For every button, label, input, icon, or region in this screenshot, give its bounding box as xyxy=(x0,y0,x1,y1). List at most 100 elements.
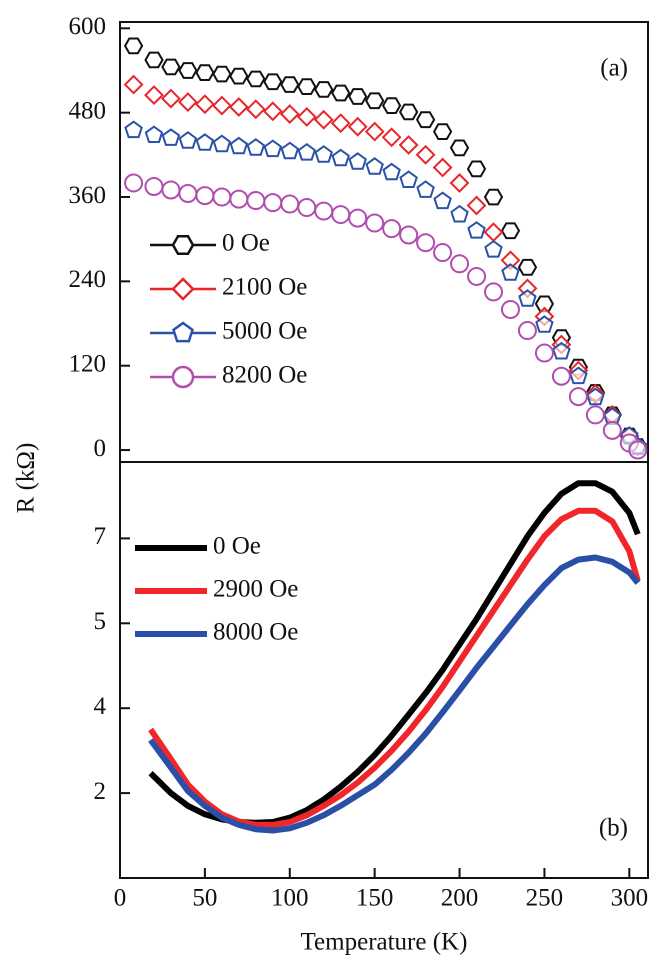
marker-point xyxy=(161,58,181,76)
marker-point xyxy=(178,131,198,149)
marker-point xyxy=(381,127,402,148)
marker-point xyxy=(398,103,419,121)
x-tick-label: 150 xyxy=(356,885,394,912)
marker-point xyxy=(161,180,181,200)
marker-point xyxy=(297,198,317,218)
legend-marker xyxy=(171,365,195,389)
marker-point xyxy=(484,239,503,258)
x-axis-label: Temperature (K) xyxy=(301,929,468,956)
marker-point xyxy=(212,65,232,83)
marker-point xyxy=(398,135,419,155)
marker-point xyxy=(365,157,384,175)
marker-point xyxy=(399,225,419,245)
y-tick-label: 240 xyxy=(69,266,107,293)
marker-point xyxy=(450,254,470,274)
marker-point xyxy=(262,101,283,122)
marker-point xyxy=(348,152,367,170)
line-series xyxy=(148,507,641,828)
marker-point xyxy=(212,187,232,207)
marker-point xyxy=(144,51,164,69)
y-tick-label: 0 xyxy=(94,435,107,462)
marker-point xyxy=(229,189,249,209)
legend-label: 8000 Oe xyxy=(213,619,298,646)
marker-point xyxy=(246,138,266,156)
marker-point xyxy=(364,121,385,142)
marker-point xyxy=(535,315,554,333)
y-tick-label: 120 xyxy=(69,350,107,377)
marker-point xyxy=(296,106,317,127)
legend-marker xyxy=(172,321,194,343)
y-tick-label: 480 xyxy=(69,97,107,124)
marker-point xyxy=(585,405,605,425)
marker-point xyxy=(569,366,588,385)
marker-point xyxy=(483,222,504,243)
marker-point xyxy=(602,420,622,440)
y-tick-label: 360 xyxy=(69,182,107,209)
marker-point xyxy=(415,111,436,129)
marker-point xyxy=(123,74,144,95)
marker-point xyxy=(450,204,469,223)
marker-point xyxy=(551,366,571,386)
marker-point xyxy=(280,141,300,160)
marker-point xyxy=(517,321,537,341)
legend-label: 0 Oe xyxy=(213,533,261,560)
marker-point xyxy=(331,205,351,225)
marker-point xyxy=(568,387,588,407)
marker-point xyxy=(416,180,435,198)
legend-label: 2100 Oe xyxy=(222,274,307,301)
line-series xyxy=(148,554,641,834)
marker-point xyxy=(365,92,385,110)
legend-label: 2900 Oe xyxy=(213,576,298,603)
marker-point xyxy=(313,109,334,130)
marker-point xyxy=(297,142,316,161)
marker-point xyxy=(245,99,266,120)
marker-point xyxy=(433,243,453,263)
marker-point xyxy=(500,222,521,240)
marker-point xyxy=(330,113,351,134)
marker-point xyxy=(483,188,504,206)
marker-point xyxy=(161,128,181,146)
x-tick-label: 50 xyxy=(192,885,217,912)
marker-point xyxy=(144,176,164,196)
marker-point xyxy=(195,64,215,81)
marker-point xyxy=(212,134,232,153)
marker-point xyxy=(415,144,436,165)
marker-point xyxy=(280,76,300,93)
y-tick-label: 7 xyxy=(94,523,107,550)
marker-point xyxy=(466,195,487,216)
marker-point xyxy=(297,78,317,95)
marker-point xyxy=(228,97,249,117)
x-tick-label: 100 xyxy=(271,885,309,912)
marker-point xyxy=(314,145,333,163)
marker-point xyxy=(178,184,198,204)
marker-point xyxy=(500,299,520,319)
legend-label: 8200 Oe xyxy=(222,362,307,389)
x-tick-label: 200 xyxy=(441,885,479,912)
y-tick-label: 600 xyxy=(69,13,107,40)
marker-point xyxy=(484,282,504,302)
y-tick-label: 2 xyxy=(94,778,107,805)
marker-point xyxy=(534,343,554,363)
y-axis-label: R (kΩ) xyxy=(13,443,40,514)
marker-point xyxy=(263,139,283,158)
marker-point xyxy=(314,201,334,221)
panel-label: (a) xyxy=(600,55,628,82)
marker-point xyxy=(229,67,249,85)
y-tick-label: 5 xyxy=(94,608,107,635)
y-tick-label: 4 xyxy=(94,693,107,720)
marker-point xyxy=(449,139,470,157)
marker-point xyxy=(195,186,215,206)
plot-frame xyxy=(119,21,649,463)
legend-marker xyxy=(171,277,195,301)
marker-point xyxy=(331,84,351,102)
marker-point xyxy=(449,173,470,193)
marker-point xyxy=(123,37,144,55)
marker-point xyxy=(347,116,368,137)
marker-point xyxy=(466,160,487,178)
marker-point xyxy=(331,148,350,167)
marker-point xyxy=(314,81,334,98)
legend-label: 0 Oe xyxy=(222,230,270,257)
marker-point xyxy=(416,233,436,253)
x-tick-label: 250 xyxy=(526,885,564,912)
